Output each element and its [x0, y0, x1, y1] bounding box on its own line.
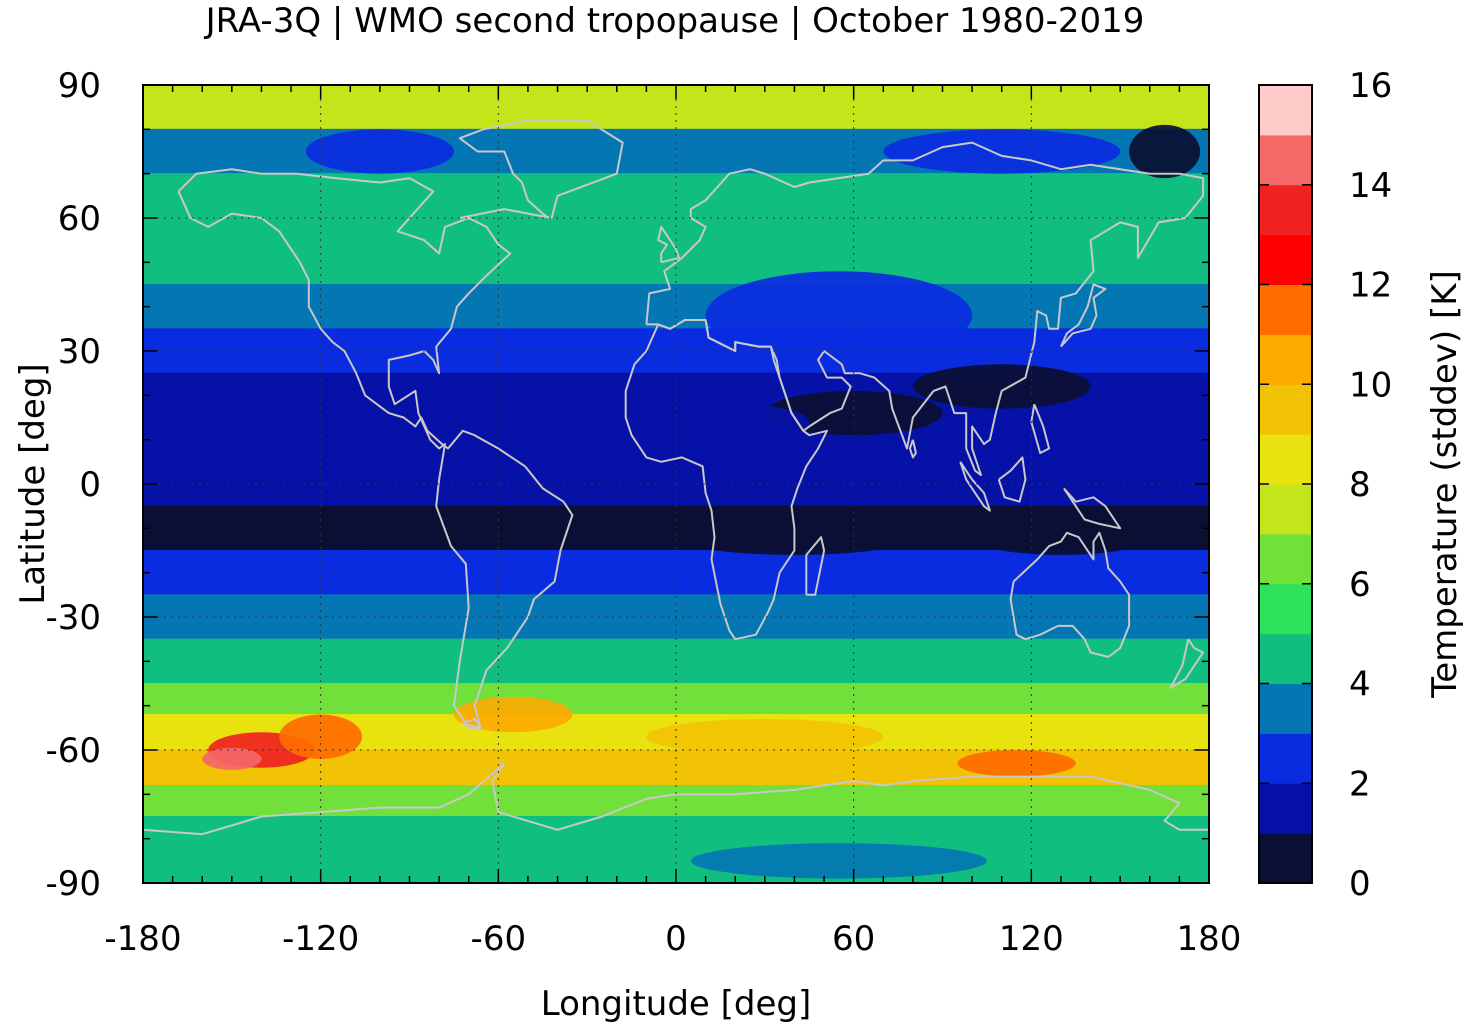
colorbar-tick-label: 4 — [1349, 665, 1371, 705]
coastline-4 — [143, 762, 1209, 836]
coastline-7 — [1059, 283, 1107, 348]
coastline-1 — [645, 141, 1205, 477]
y-axis-label: Latitude [deg] — [13, 363, 53, 604]
colorbar-segment-6 — [1259, 533, 1312, 585]
coastline-12 — [1169, 638, 1205, 689]
coastline-0 — [177, 168, 574, 729]
colorbar-segment-9 — [1259, 384, 1312, 435]
coastline-11 — [805, 536, 826, 596]
heatmap-feature-5 — [957, 750, 1076, 777]
coastlines — [143, 119, 1209, 836]
x-axis-label: Longitude [deg] — [541, 984, 812, 1024]
colorbar-segment-14 — [1259, 134, 1312, 186]
heatmap-feature-15 — [883, 129, 1121, 174]
coastline-10 — [1063, 487, 1122, 530]
colorbar-segment-5 — [1259, 583, 1312, 635]
heatmap-feature-3 — [453, 696, 573, 733]
heatmap-band-10 — [143, 550, 1209, 596]
coastline-15 — [1030, 403, 1051, 454]
y-tick-label: 30 — [58, 332, 101, 372]
heatmap-feature-10 — [246, 510, 484, 547]
x-tick-label: 120 — [999, 919, 1064, 959]
colorbar-segment-11 — [1259, 284, 1312, 335]
x-tick-label: 60 — [832, 919, 875, 959]
colorbar-segment-13 — [1259, 184, 1312, 236]
x-tick-labels: -180 -120 -60 0 60 120 180 — [104, 919, 1241, 959]
heatmap-feature-4 — [646, 718, 884, 755]
colorbar-tick-label: 12 — [1349, 266, 1392, 306]
colorbar-segment-8 — [1259, 434, 1312, 485]
colorbar-tick-label: 10 — [1349, 365, 1392, 405]
colorbar-segment-15 — [1259, 85, 1312, 136]
y-tick-label: 90 — [58, 66, 101, 106]
map-heatmap — [143, 85, 1209, 883]
y-tick-labels: 90 60 30 0 -30 -60 -90 — [45, 66, 101, 904]
colorbar-segment-12 — [1259, 234, 1312, 285]
colorbar-tick-label: 0 — [1349, 864, 1371, 904]
colorbar-tick-labels: 0 2 4 6 8 10 12 14 16 — [1259, 66, 1392, 904]
heatmap-feature-7 — [912, 364, 1091, 409]
x-tick-label: -60 — [471, 919, 527, 959]
y-tick-label: -30 — [45, 598, 101, 638]
coastline-6 — [657, 225, 680, 264]
colorbar-segment-4 — [1259, 633, 1312, 684]
heatmap-feature-1 — [202, 747, 262, 770]
colorbar-segment-1 — [1259, 783, 1312, 834]
x-tick-label: 180 — [1177, 919, 1242, 959]
colorbar-tick-label: 16 — [1349, 66, 1392, 106]
minor-ticks — [142, 84, 1210, 884]
colorbar-segment-7 — [1259, 484, 1312, 535]
coastline-2 — [624, 319, 828, 641]
coastline-5 — [458, 119, 624, 219]
heatmap-feature-12 — [972, 519, 1150, 555]
colorbar-segment-3 — [1259, 683, 1312, 734]
y-tick-label: -60 — [45, 731, 101, 771]
y-tick-label: 0 — [79, 465, 101, 505]
heatmap-feature-16 — [690, 843, 987, 879]
coastline-9 — [997, 456, 1027, 503]
coastline-8 — [959, 461, 991, 512]
coastline-3 — [1009, 531, 1131, 658]
colorbar-tick-label: 6 — [1349, 565, 1371, 605]
colorbar-segment-0 — [1259, 833, 1312, 884]
colorbar-tick-label: 8 — [1349, 465, 1371, 505]
colorbar-tick-label: 2 — [1349, 764, 1371, 804]
colorbar-label: Temperature (stddev) [K] — [1425, 270, 1465, 699]
heatmap-feature-17 — [705, 271, 973, 360]
coastline-13 — [462, 718, 482, 729]
x-tick-label: -120 — [282, 919, 359, 959]
heatmap-feature-14 — [305, 129, 454, 174]
grid-lines — [143, 85, 1209, 883]
heatmap-band-4 — [143, 284, 1209, 330]
heatmap-feature-13 — [1129, 124, 1201, 179]
x-tick-label: 0 — [665, 919, 687, 959]
y-tick-label: -90 — [45, 864, 101, 904]
heatmap-features — [202, 124, 1201, 879]
colorbar-segment-10 — [1259, 334, 1312, 385]
coastline-14 — [908, 439, 917, 459]
colorbar-segment-2 — [1259, 733, 1312, 784]
colorbar-tick-label: 14 — [1349, 166, 1392, 206]
chart-title: JRA-3Q | WMO second tropopause | October… — [204, 1, 1145, 41]
colorbar — [1259, 85, 1312, 884]
x-tick-label: -180 — [104, 919, 181, 959]
heatmap-feature-9 — [661, 404, 810, 440]
y-tick-label: 60 — [58, 199, 101, 239]
